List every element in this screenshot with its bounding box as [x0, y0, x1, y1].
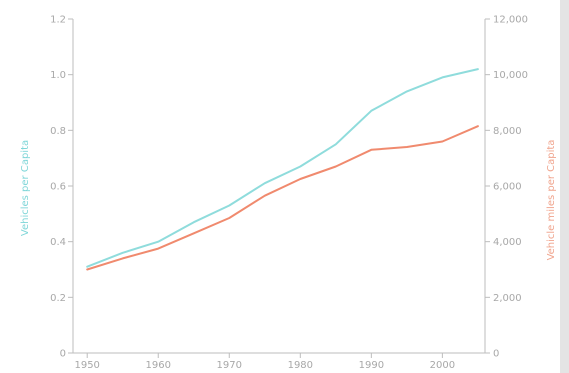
y-right-tick-label: 0	[493, 349, 499, 360]
x-tick-label: 1970	[217, 360, 242, 371]
x-tick-label: 1960	[146, 360, 171, 371]
chart-series	[86, 68, 479, 271]
page-edge-shadow	[560, 0, 569, 373]
y-left-tick-label: 1.0	[50, 70, 66, 81]
x-tick-label: 1950	[74, 360, 99, 371]
y-right-tick-label: 4,000	[493, 237, 522, 248]
y-left-tick-label: 0.8	[50, 126, 66, 137]
y-axis-label-left: Vehicles per Capita	[20, 140, 31, 236]
chart-axes: 0 0.2 0.4 0.6 0.8 1.0 1.2 0 2,000 4,000 6,000 8,000…	[50, 15, 528, 372]
vehicles-line	[86, 68, 479, 268]
x-tick-label: 1990	[359, 360, 384, 371]
y-right-tick-label: 8,000	[493, 126, 522, 137]
x-tick-label: 2000	[430, 360, 455, 371]
y-right-tick-label: 6,000	[493, 182, 522, 193]
y-left-tick-label: 0.2	[50, 293, 66, 304]
y-right-tick-label: 2,000	[493, 293, 522, 304]
y-right-tick-label: 10,000	[493, 70, 528, 81]
y-left-tick-label: 1.2	[50, 15, 66, 26]
y-left-tick-label: 0.4	[50, 237, 66, 248]
y-axis-label-right: Vehicle miles per Capita	[546, 140, 557, 261]
x-tick-label: 1980	[288, 360, 313, 371]
y-left-tick-label: 0.6	[50, 182, 66, 193]
vehicle-miles-line	[86, 125, 479, 271]
y-left-tick-label: 0	[60, 349, 66, 360]
y-right-tick-label: 12,000	[493, 15, 528, 26]
